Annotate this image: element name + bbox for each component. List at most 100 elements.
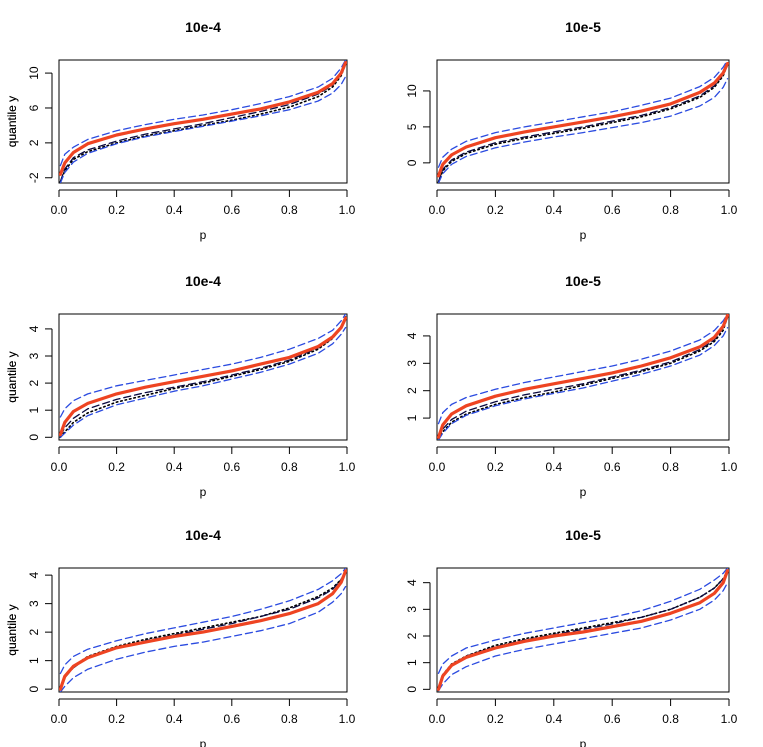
- y-tick-label: 4: [27, 325, 41, 332]
- y-tick-label: 10: [27, 66, 41, 80]
- chart-panel-6: 10e-5 0.0 0.2 0.4 0.6 0.8 1.0 p 0 1 2 3 4 quantile y: [5, 527, 738, 747]
- x-tick-label: 1.0: [339, 460, 356, 474]
- x-tick-label: 0.8: [662, 460, 679, 474]
- chart-panel-5: 10e-4 0.0 0.2 0.4 0.6 0.8 1.0 p 0 1 2 3 4 quantile y: [5, 527, 356, 747]
- x-tick-label: 0.6: [604, 460, 621, 474]
- chart-title: 10e-5: [565, 273, 601, 289]
- y-tick-label: 3: [27, 600, 41, 607]
- series-second-curve-line: [437, 570, 729, 689]
- x-tick-label: 1.0: [721, 712, 738, 726]
- x-tick-label: 0.8: [281, 712, 298, 726]
- x-tick-label: 0.4: [166, 712, 183, 726]
- x-tick-label: 0.2: [108, 203, 125, 217]
- series-upper-band-line: [59, 314, 347, 418]
- x-tick-label: 0.8: [662, 203, 679, 217]
- x-tick-label: 0.4: [166, 203, 183, 217]
- x-tick-label: 0.2: [487, 460, 504, 474]
- x-tick-label: 0.6: [223, 460, 240, 474]
- series-lower-band-line: [437, 327, 729, 440]
- y-tick-label: 0: [27, 685, 41, 692]
- y-tick-label: 0: [27, 434, 41, 441]
- x-tick-label: 0.4: [545, 203, 562, 217]
- y-tick-label: 1: [27, 407, 41, 414]
- x-tick-label: 0.2: [108, 712, 125, 726]
- y-tick-label: 10: [405, 84, 419, 98]
- x-tick-label: 0.4: [166, 460, 183, 474]
- x-tick-label: 1.0: [721, 203, 738, 217]
- x-tick-label: 0.0: [51, 460, 68, 474]
- x-axis-label: p: [580, 485, 587, 499]
- y-axis-label: quantile y: [5, 96, 19, 147]
- y-tick-label: -2: [27, 172, 41, 183]
- y-tick-label: 5: [405, 123, 419, 130]
- x-tick-label: 0.0: [429, 203, 446, 217]
- series-upper-band-line: [437, 314, 729, 425]
- x-tick-label: 0.6: [223, 203, 240, 217]
- y-axis-label: quantile y: [5, 351, 19, 402]
- series-true-quantile-line: [437, 315, 729, 440]
- x-axis-label: p: [200, 228, 207, 242]
- x-axis-label: p: [580, 228, 587, 242]
- y-tick-label: 4: [405, 332, 419, 339]
- plot-frame: [58, 567, 348, 693]
- series-lower-band-line: [59, 585, 347, 692]
- x-tick-label: 1.0: [721, 460, 738, 474]
- y-axis-label: quantile y: [5, 96, 19, 147]
- x-tick-label: 0.4: [545, 460, 562, 474]
- plot-frame: [58, 59, 348, 184]
- x-tick-label: 0.2: [487, 203, 504, 217]
- chart-panel-4: 10e-5 0.0 0.2 0.4 0.6 0.8 1.0 p 1 2 3 4 quantile y: [5, 273, 738, 499]
- x-axis-label: p: [200, 485, 207, 499]
- series-lower-band-line: [59, 326, 347, 438]
- x-tick-label: 0.0: [429, 712, 446, 726]
- x-tick-label: 0.2: [487, 712, 504, 726]
- y-tick-label: 1: [405, 414, 419, 421]
- y-tick-label: 3: [405, 360, 419, 367]
- x-axis-label: p: [200, 737, 207, 747]
- series-true-quantile-line: [59, 62, 347, 183]
- y-tick-label: 0: [405, 159, 419, 166]
- series-second-curve-line: [59, 62, 347, 182]
- chart-panel-1: 10e-4 0.0 0.2 0.4 0.6 0.8 1.0 p -2 2 6 10 quantile y: [5, 19, 356, 242]
- y-tick-label: 2: [405, 632, 419, 639]
- x-tick-label: 0.0: [429, 460, 446, 474]
- series-estimate-line: [59, 569, 347, 691]
- y-tick-label: 2: [27, 628, 41, 635]
- x-tick-label: 0.4: [545, 712, 562, 726]
- y-tick-label: 6: [27, 104, 41, 111]
- series-lower-band-line: [59, 75, 347, 183]
- y-axis-label: quantile y: [5, 604, 19, 655]
- chart-title: 10e-5: [565, 527, 601, 543]
- series-true-quantile-line: [437, 63, 729, 183]
- y-tick-label: 4: [405, 579, 419, 586]
- chart-panel-3: 10e-4 0.0 0.2 0.4 0.6 0.8 1.0 p 0 1 2 3 4 quantile y: [5, 273, 356, 499]
- x-tick-label: 0.0: [51, 203, 68, 217]
- x-tick-label: 0.0: [51, 712, 68, 726]
- series-estimate-line: [437, 314, 729, 439]
- series-estimate-line: [437, 61, 729, 178]
- y-tick-label: 1: [27, 657, 41, 664]
- series-estimate-line: [59, 316, 347, 437]
- y-tick-label: 0: [405, 686, 419, 693]
- series-true-quantile-line: [59, 571, 347, 689]
- chart-title: 10e-4: [185, 527, 221, 543]
- series-upper-band-line: [59, 568, 347, 675]
- y-tick-label: 2: [27, 139, 41, 146]
- y-tick-label: 3: [405, 606, 419, 613]
- chart-title: 10e-4: [185, 19, 221, 35]
- series-lower-band-line: [437, 78, 729, 183]
- x-tick-label: 0.6: [604, 203, 621, 217]
- series-lower-band-line: [437, 582, 729, 692]
- y-axis-label: quantile y: [5, 604, 19, 655]
- y-tick-label: 1: [405, 659, 419, 666]
- x-tick-label: 0.6: [223, 712, 240, 726]
- y-tick-label: 2: [405, 387, 419, 394]
- x-tick-label: 0.8: [281, 203, 298, 217]
- x-tick-label: 0.8: [662, 712, 679, 726]
- series-estimate-line: [59, 60, 347, 176]
- series-second-curve-line: [59, 570, 347, 689]
- series-upper-band-line: [437, 568, 729, 674]
- x-tick-label: 1.0: [339, 712, 356, 726]
- x-axis-label: p: [580, 737, 587, 747]
